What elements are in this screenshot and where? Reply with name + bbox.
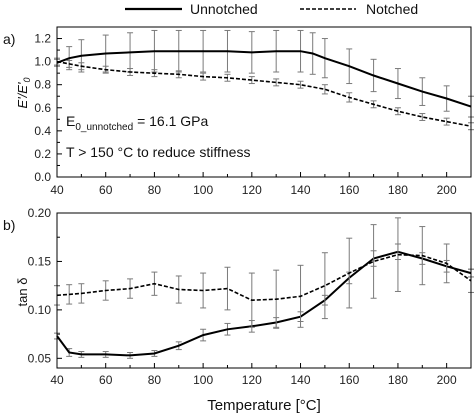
panel-a-annotation-temperature: T > 150 °C to reduce stiffness xyxy=(66,144,250,160)
annotation-value: = 16.1 GPa xyxy=(133,113,208,129)
legend: Unnotched Notched xyxy=(125,1,418,17)
panel-b-x-tick-label: 120 xyxy=(242,373,262,387)
panel-a-y-tick-label: 0.0 xyxy=(34,170,51,184)
panel-a-x-tick-label: 120 xyxy=(242,183,262,197)
panel-a-x-tick-label: 100 xyxy=(193,183,213,197)
panel-b-y-tick-label: 0.15 xyxy=(28,254,52,268)
panel-a-y-tick-label: 0.6 xyxy=(34,101,51,115)
panel-a-series-notched-error-bar xyxy=(297,80,304,89)
panel-a-ylabel-main: E'/E' xyxy=(15,82,30,108)
panel-b-label: b) xyxy=(3,217,15,233)
panel-a-series-notched-error-bar xyxy=(273,78,280,87)
panel-b-x-tick-label: 60 xyxy=(99,373,113,387)
panel-a-series xyxy=(54,29,474,131)
panel-b-series-notched-error-bar xyxy=(224,266,231,311)
panel-b-x-tick-label: 40 xyxy=(50,373,64,387)
panel-a-y-tick-label: 0.4 xyxy=(34,124,51,138)
panel-a-series-unnotched-line xyxy=(56,50,472,108)
panel-a-y-tick-label: 1.0 xyxy=(34,55,51,69)
panel-a-label: a) xyxy=(3,31,15,47)
panel-b-x-tick-label: 200 xyxy=(437,373,457,387)
panel-b-axes: 0.05 0.10 0.15 0.20 40 60 80 100 120 140 160 180 200 xyxy=(28,206,457,387)
panel-a-axes: 0.0 0.2 0.4 0.6 0.8 1.0 1.2 40 60 80 100 120 140 160 1… xyxy=(34,32,457,197)
panel-a-series-notched-line xyxy=(56,60,472,127)
panel-a: a) E'/E'0 0.0 0.2 0.4 0.6 0.8 1.0 1.2 40 60 80 100… xyxy=(3,26,474,197)
panel-b-series-notched-error-bar xyxy=(321,252,328,320)
legend-label-unnotched: Unnotched xyxy=(190,1,258,17)
panel-a-y-tick-label: 1.2 xyxy=(34,32,51,46)
panel-b-series-notched-line xyxy=(56,253,472,302)
panel-a-series-notched-error-bar xyxy=(443,117,450,126)
panel-b-y-tick-label: 0.20 xyxy=(28,206,52,220)
annotation-e: E xyxy=(66,113,75,129)
panel-a-series-notched-error-bar xyxy=(419,113,426,121)
panel-a-x-tick-label: 200 xyxy=(437,183,457,197)
panel-a-annotation-modulus: E0_unnotched = 16.1 GPa xyxy=(66,113,209,133)
panel-b-x-tick-label: 140 xyxy=(291,373,311,387)
panel-b: b) tan δ 0.05 0.10 0.15 0.20 40 60 80 100 120 140… xyxy=(3,206,474,387)
panel-b-series-unnotched-line xyxy=(56,250,472,357)
panel-b-x-tick-label: 160 xyxy=(339,373,359,387)
panel-a-y-tick-label: 0.8 xyxy=(34,78,51,92)
panel-a-y-tick-label: 0.2 xyxy=(34,147,51,161)
panel-b-x-tick-label: 100 xyxy=(193,373,213,387)
panel-a-x-tick-label: 140 xyxy=(291,183,311,197)
panel-a-series-notched-error-bar xyxy=(321,84,328,95)
panel-a-x-tick-label: 80 xyxy=(148,183,162,197)
panel-b-x-tick-label: 180 xyxy=(388,373,408,387)
legend-label-notched: Notched xyxy=(366,1,418,17)
x-axis-title: Temperature [°C] xyxy=(207,397,321,414)
panel-b-series xyxy=(54,217,474,359)
panel-a-ylabel: E'/E'0 xyxy=(15,78,32,109)
panel-b-frame xyxy=(56,212,472,369)
panel-b-y-tick-label: 0.10 xyxy=(28,303,52,317)
annotation-subscript: 0_unnotched xyxy=(75,122,133,133)
panel-a-x-tick-label: 180 xyxy=(388,183,408,197)
panel-b-x-tick-label: 80 xyxy=(148,373,162,387)
panel-b-series-notched-error-bar xyxy=(370,224,377,299)
panel-a-x-tick-label: 60 xyxy=(99,183,113,197)
panel-a-frame xyxy=(56,26,472,178)
panel-a-x-tick-label: 40 xyxy=(50,183,64,197)
panel-b-y-tick-label: 0.05 xyxy=(28,351,52,365)
panel-b-ylabel: tan δ xyxy=(15,278,30,307)
panel-a-x-tick-label: 160 xyxy=(339,183,359,197)
panel-a-ylabel-sub: 0 xyxy=(22,78,32,83)
